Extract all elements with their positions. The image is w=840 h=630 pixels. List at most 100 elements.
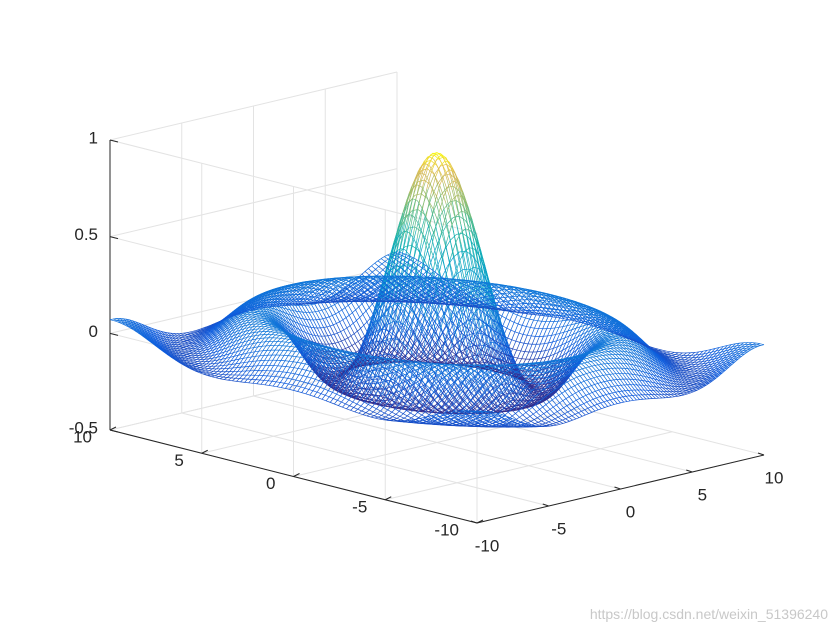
mesh-segment — [203, 336, 211, 340]
mesh-segment — [322, 298, 328, 300]
mesh-segment — [244, 382, 251, 384]
mesh-segment — [309, 377, 316, 380]
mesh-segment — [231, 323, 238, 327]
mesh-segment — [294, 310, 300, 313]
mesh-segment — [173, 336, 180, 341]
mesh-segment — [191, 344, 198, 346]
mesh-segment — [373, 278, 379, 282]
mesh-segment — [139, 331, 145, 335]
mesh-segment — [265, 370, 271, 379]
mesh-segment — [198, 360, 204, 364]
mesh-segment — [343, 287, 349, 291]
mesh-segment — [163, 341, 170, 347]
mesh-segment — [147, 332, 155, 339]
mesh-segment — [430, 364, 437, 369]
mesh-segment — [175, 359, 181, 362]
mesh-segment — [179, 342, 186, 346]
mesh-segment — [238, 312, 245, 316]
mesh-segment — [184, 350, 192, 353]
mesh-segment — [224, 330, 232, 335]
mesh-segment — [181, 346, 187, 349]
mesh-segment — [229, 377, 236, 379]
mesh-segment — [224, 336, 232, 340]
mesh-segment — [257, 314, 263, 316]
mesh-segment — [287, 355, 293, 365]
mesh-segment — [373, 411, 380, 415]
mesh-segment — [196, 366, 202, 369]
mesh-segment — [242, 344, 249, 347]
mesh-segment — [451, 373, 459, 380]
mesh-segment — [207, 330, 214, 335]
mesh-segment — [213, 326, 220, 331]
mesh-segment — [266, 316, 272, 319]
mesh-segment — [302, 330, 308, 334]
mesh-segment — [189, 346, 195, 350]
mesh-segment — [242, 361, 249, 364]
mesh-segment — [299, 391, 306, 395]
mesh-segment — [130, 327, 136, 330]
mesh-segment — [151, 341, 157, 345]
mesh-segment — [319, 352, 327, 357]
mesh-segment — [212, 347, 219, 351]
mesh-segment — [126, 325, 132, 328]
mesh-segment — [364, 401, 371, 406]
mesh-segment — [310, 327, 318, 340]
mesh-segment — [236, 345, 243, 349]
mesh-segment — [259, 348, 265, 357]
mesh-segment — [209, 341, 216, 345]
mesh-segment — [176, 358, 182, 361]
mesh-segment — [502, 422, 510, 425]
mesh-segment — [109, 319, 117, 322]
mesh-segment — [207, 355, 213, 361]
mesh-segment — [326, 295, 332, 298]
mesh-segment — [238, 381, 245, 383]
mesh-segment — [379, 414, 386, 418]
mesh-segment — [224, 322, 230, 329]
mesh-segment — [182, 342, 189, 345]
mesh-segment — [271, 347, 277, 356]
mesh-segment — [171, 356, 177, 360]
mesh-segment — [218, 345, 225, 349]
mesh-segment — [325, 296, 331, 300]
mesh-segment — [172, 351, 179, 356]
mesh-segment — [306, 369, 313, 373]
mesh-segment — [394, 408, 402, 413]
gridline — [385, 431, 673, 501]
mesh-segment — [230, 347, 237, 351]
mesh-segment — [291, 349, 298, 357]
mesh-segment — [186, 359, 192, 362]
mesh-segment — [349, 321, 356, 326]
mesh-segment — [330, 391, 337, 395]
mesh-segment — [290, 372, 298, 375]
mesh-segment — [426, 392, 433, 399]
mesh-segment — [264, 341, 270, 349]
mesh-segment — [194, 338, 202, 342]
mesh-segment — [460, 415, 467, 421]
mesh-segment — [222, 329, 229, 336]
mesh-segment — [218, 331, 225, 338]
mesh-segment — [147, 338, 153, 342]
mesh-segment — [196, 366, 203, 369]
mesh-segment — [184, 359, 191, 363]
mesh-segment — [503, 418, 511, 424]
mesh-segment — [505, 418, 513, 422]
mesh-segment — [235, 319, 242, 326]
mesh-segment — [334, 341, 340, 344]
mesh-segment — [324, 290, 330, 294]
mesh-segment — [281, 376, 288, 379]
mesh-segment — [237, 316, 245, 320]
mesh-segment — [344, 354, 351, 357]
mesh-segment — [219, 322, 227, 327]
mesh-segment — [214, 355, 222, 359]
mesh-segment — [327, 395, 334, 399]
mesh-segment — [304, 315, 312, 328]
mesh-segment — [220, 341, 227, 349]
mesh-segment — [215, 353, 221, 360]
mesh-segment — [248, 351, 255, 354]
mesh-segment — [180, 361, 186, 363]
mesh-segment — [212, 337, 220, 342]
mesh-segment — [315, 294, 321, 297]
mesh-segment — [460, 403, 467, 410]
mesh-segment — [307, 326, 313, 329]
mesh-segment — [265, 314, 273, 320]
